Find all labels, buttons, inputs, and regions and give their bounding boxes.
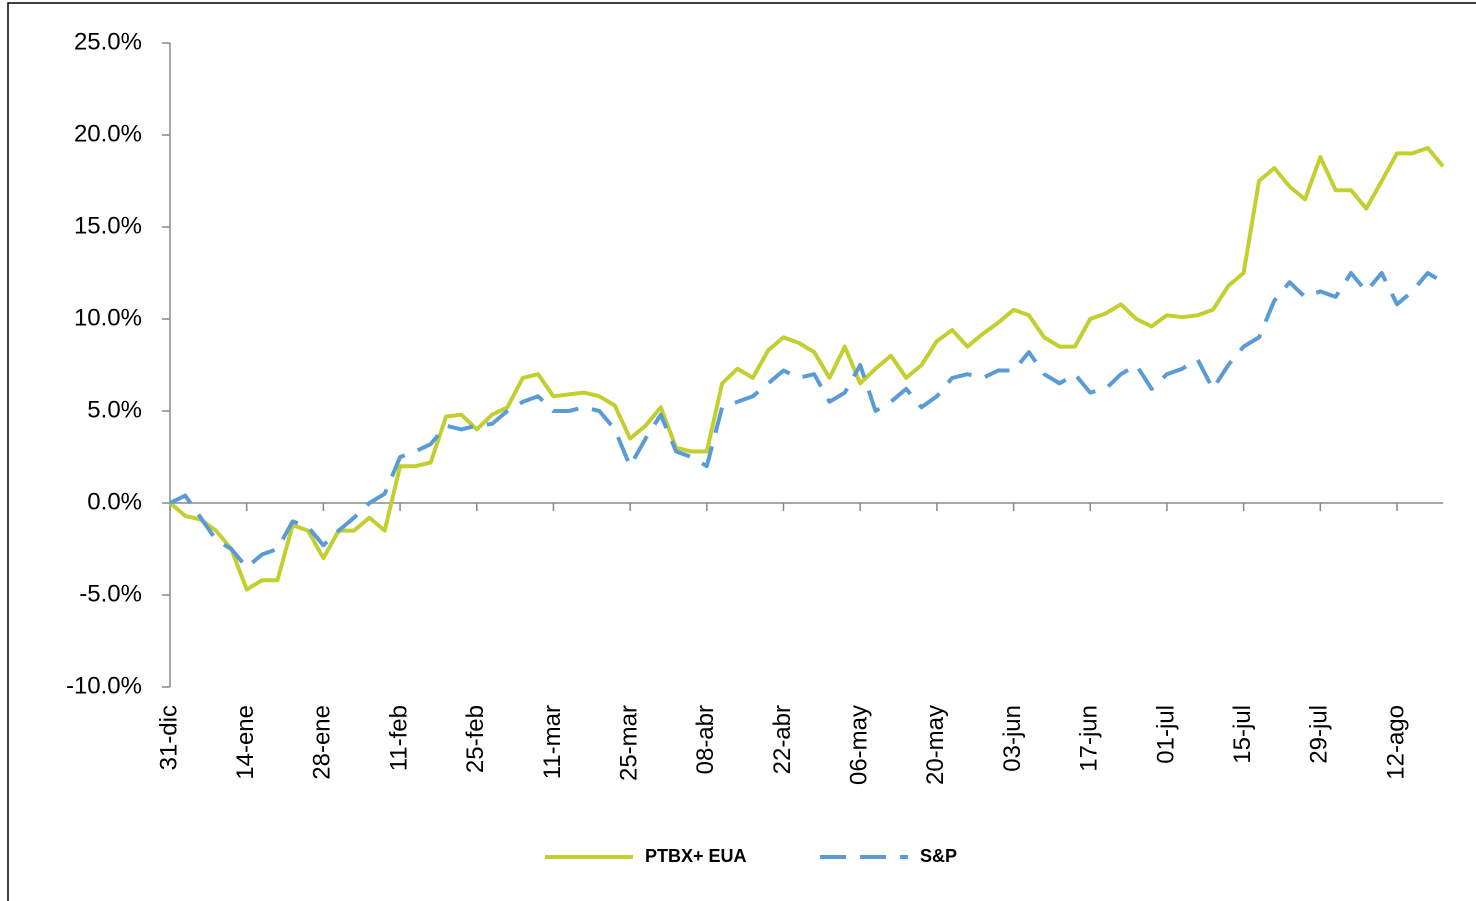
- x-tick-label: 11-mar: [539, 705, 566, 779]
- y-tick-label: 15.0%: [74, 212, 142, 239]
- frame: [7, 2, 1476, 901]
- legend-label: S&P: [920, 846, 957, 866]
- x-tick-label: 03-jun: [999, 705, 1026, 772]
- x-tick-label: 17-jun: [1076, 705, 1103, 772]
- y-tick-label: 25.0%: [74, 28, 142, 55]
- x-tick-label: 01-jul: [1152, 705, 1179, 764]
- x-tick-label: 11-feb: [385, 705, 412, 771]
- x-tick-label: 31-dic: [155, 705, 182, 770]
- x-tick-label: 29-jul: [1306, 705, 1333, 764]
- x-tick-label: 25-feb: [462, 705, 489, 773]
- legend-label: PTBX+ EUA: [645, 846, 747, 866]
- x-tick-label: 15-jul: [1229, 705, 1256, 764]
- y-tick-label: 0.0%: [87, 488, 142, 515]
- series-line: [169, 271, 1445, 570]
- y-tick-label: 20.0%: [74, 120, 142, 147]
- x-tick-label: 22-abr: [769, 705, 796, 774]
- x-tick-label: 14-ene: [232, 705, 259, 780]
- x-tick-label: 12-ago: [1382, 705, 1409, 780]
- x-tick-label: 20-may: [922, 705, 949, 785]
- y-tick-label: 10.0%: [74, 304, 142, 331]
- series-line: [168, 145, 1445, 592]
- x-tick-label: 28-ene: [309, 705, 336, 780]
- y-tick-label: -10.0%: [66, 672, 142, 699]
- x-tick-label: 06-may: [846, 705, 873, 785]
- y-tick-label: 5.0%: [87, 396, 142, 423]
- x-tick-label: 25-mar: [615, 705, 642, 781]
- y-tick-label: -5.0%: [79, 580, 142, 607]
- x-tick-label: 08-abr: [692, 705, 719, 774]
